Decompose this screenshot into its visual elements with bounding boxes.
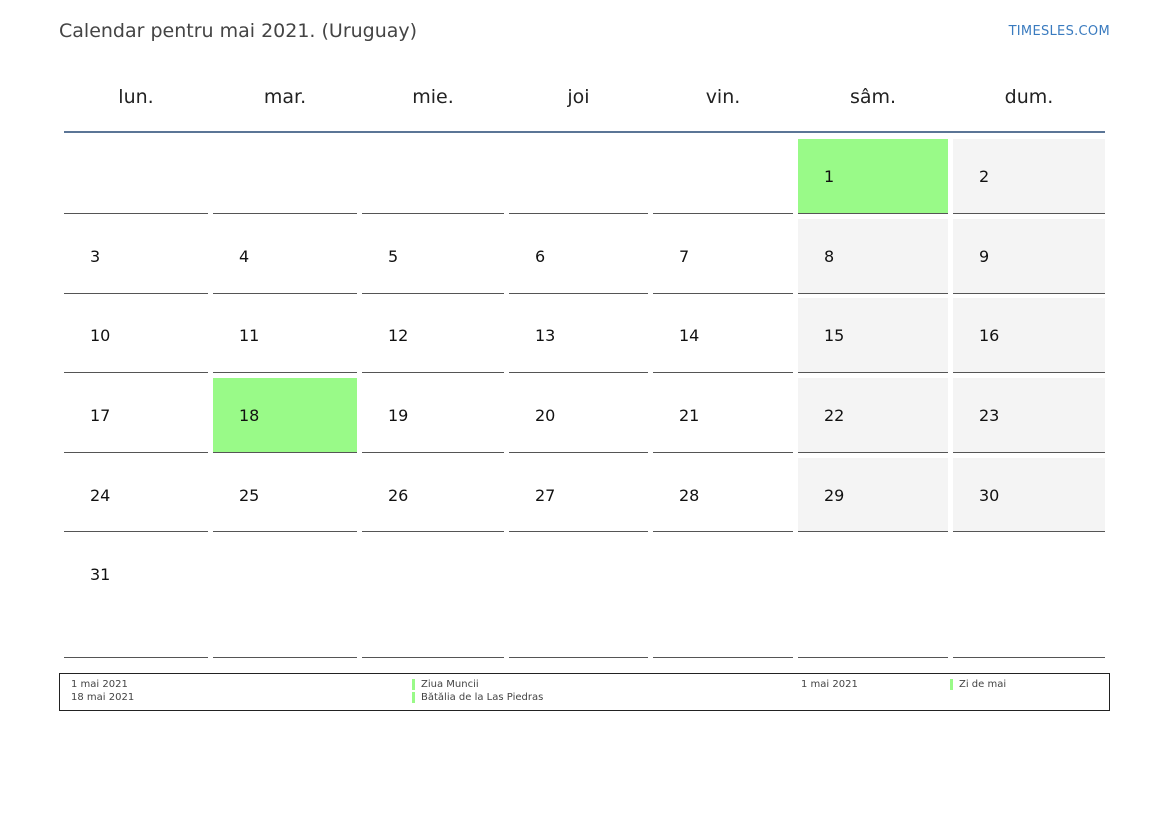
day-number: 31 bbox=[90, 565, 111, 584]
day-cell[interactable]: 7 bbox=[653, 219, 793, 294]
day-number: 26 bbox=[388, 486, 409, 505]
day-number: 13 bbox=[535, 326, 556, 345]
day-number: 25 bbox=[239, 486, 260, 505]
empty-day-cell bbox=[362, 537, 504, 658]
page-title: Calendar pentru mai 2021. (Uruguay) bbox=[59, 20, 418, 42]
day-cell[interactable]: 14 bbox=[653, 298, 793, 373]
day-number: 22 bbox=[824, 406, 845, 425]
day-cell[interactable]: 15 bbox=[798, 298, 948, 373]
weekday-label: vin. bbox=[705, 86, 741, 108]
legend-observance-name: Zi de mai bbox=[950, 679, 1006, 690]
weekday-label: joi bbox=[567, 86, 590, 108]
weekday-label: sâm. bbox=[849, 86, 897, 108]
day-number: 5 bbox=[388, 247, 399, 266]
empty-day-cell bbox=[509, 537, 648, 658]
day-number: 1 bbox=[824, 167, 835, 186]
day-number: 15 bbox=[824, 326, 845, 345]
day-cell[interactable]: 10 bbox=[64, 298, 208, 373]
day-cell[interactable]: 23 bbox=[953, 378, 1105, 453]
day-number: 20 bbox=[535, 406, 556, 425]
empty-day-cell bbox=[509, 139, 648, 214]
day-number: 3 bbox=[90, 247, 101, 266]
day-cell[interactable]: 18 bbox=[213, 378, 357, 453]
day-number: 10 bbox=[90, 326, 111, 345]
empty-day-cell bbox=[213, 537, 357, 658]
legend-holiday-name: Ziua Muncii bbox=[412, 679, 479, 690]
legend-date: 1 mai 2021 bbox=[801, 679, 858, 690]
weekday-label: lun. bbox=[118, 86, 154, 108]
day-number: 9 bbox=[979, 247, 990, 266]
weekday-label: dum. bbox=[1004, 86, 1054, 108]
day-cell[interactable]: 28 bbox=[653, 458, 793, 532]
day-cell[interactable]: 31 bbox=[64, 537, 208, 658]
day-number: 12 bbox=[388, 326, 409, 345]
day-number: 24 bbox=[90, 486, 111, 505]
empty-day-cell bbox=[213, 139, 357, 214]
day-number: 28 bbox=[679, 486, 700, 505]
day-cell[interactable]: 22 bbox=[798, 378, 948, 453]
empty-day-cell bbox=[362, 139, 504, 214]
day-cell[interactable]: 13 bbox=[509, 298, 648, 373]
weekday-header: lun. mar. mie. joi vin. sâm. dum. bbox=[0, 86, 1169, 112]
day-cell[interactable]: 25 bbox=[213, 458, 357, 532]
day-number: 16 bbox=[979, 326, 1000, 345]
day-number: 18 bbox=[239, 406, 260, 425]
holiday-legend: 1 mai 2021 18 mai 2021 Ziua Muncii Bătăl… bbox=[59, 673, 1110, 711]
day-number: 17 bbox=[90, 406, 111, 425]
day-number: 7 bbox=[679, 247, 690, 266]
legend-date: 1 mai 2021 bbox=[71, 679, 128, 690]
day-cell[interactable]: 9 bbox=[953, 219, 1105, 294]
day-number: 19 bbox=[388, 406, 409, 425]
day-number: 11 bbox=[239, 326, 260, 345]
day-number: 4 bbox=[239, 247, 250, 266]
day-number: 23 bbox=[979, 406, 1000, 425]
day-cell[interactable]: 8 bbox=[798, 219, 948, 294]
day-cell[interactable]: 2 bbox=[953, 139, 1105, 214]
weekday-label: mar. bbox=[263, 86, 307, 108]
day-number: 30 bbox=[979, 486, 1000, 505]
day-cell[interactable]: 4 bbox=[213, 219, 357, 294]
legend-holiday-name: Bătălia de la Las Piedras bbox=[412, 692, 543, 703]
weekday-label: mie. bbox=[412, 86, 454, 108]
brand-link[interactable]: TIMESLES.COM bbox=[1008, 24, 1110, 39]
day-number: 27 bbox=[535, 486, 556, 505]
day-cell[interactable]: 30 bbox=[953, 458, 1105, 532]
day-cell[interactable]: 27 bbox=[509, 458, 648, 532]
day-number: 29 bbox=[824, 486, 845, 505]
day-number: 8 bbox=[824, 247, 835, 266]
day-number: 2 bbox=[979, 167, 990, 186]
empty-day-cell bbox=[953, 537, 1105, 658]
header-rule bbox=[64, 131, 1105, 133]
day-number: 21 bbox=[679, 406, 700, 425]
day-cell[interactable]: 12 bbox=[362, 298, 504, 373]
day-cell[interactable]: 20 bbox=[509, 378, 648, 453]
day-number: 14 bbox=[679, 326, 700, 345]
day-cell[interactable]: 21 bbox=[653, 378, 793, 453]
day-number: 6 bbox=[535, 247, 546, 266]
day-cell[interactable]: 24 bbox=[64, 458, 208, 532]
legend-date: 18 mai 2021 bbox=[71, 692, 135, 703]
day-cell[interactable]: 3 bbox=[64, 219, 208, 294]
day-cell[interactable]: 6 bbox=[509, 219, 648, 294]
day-cell[interactable]: 1 bbox=[798, 139, 948, 214]
empty-day-cell bbox=[653, 139, 793, 214]
day-cell[interactable]: 17 bbox=[64, 378, 208, 453]
empty-day-cell bbox=[798, 537, 948, 658]
day-cell[interactable]: 29 bbox=[798, 458, 948, 532]
empty-day-cell bbox=[64, 139, 208, 214]
empty-day-cell bbox=[653, 537, 793, 658]
day-cell[interactable]: 19 bbox=[362, 378, 504, 453]
day-cell[interactable]: 16 bbox=[953, 298, 1105, 373]
day-cell[interactable]: 11 bbox=[213, 298, 357, 373]
day-cell[interactable]: 5 bbox=[362, 219, 504, 294]
day-cell[interactable]: 26 bbox=[362, 458, 504, 532]
